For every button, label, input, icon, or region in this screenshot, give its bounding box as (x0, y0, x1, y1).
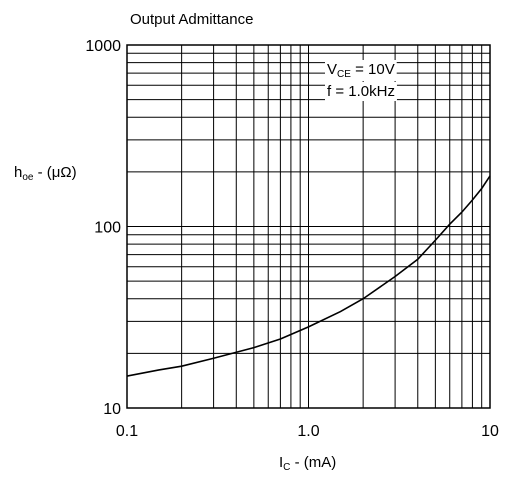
y-tick-label: 100 (94, 220, 121, 237)
y-tick-label: 10 (103, 401, 121, 418)
x-axis-label: IC - (mA) (279, 454, 336, 473)
annotation-vce-rest: = 10V (351, 61, 395, 78)
annotation-background (325, 82, 397, 101)
x-axis-label-main: I (279, 454, 283, 471)
x-tick-label: 0.1 (116, 423, 138, 440)
y-axis-label-sub: oe (22, 172, 34, 183)
y-axis-label-rest: - (μΩ) (33, 164, 76, 181)
y-tick-label: 1000 (85, 38, 121, 55)
x-tick-label: 1.0 (297, 423, 319, 440)
x-axis-label-rest: - (mA) (290, 454, 336, 471)
series-line-hoe (126, 175, 491, 377)
annotation-vce-main: V (327, 61, 337, 78)
x-tick-labels: 0.1 1.0 10 (116, 423, 499, 440)
annotation-vce-sub: CE (337, 69, 351, 80)
annotation-background (325, 60, 397, 81)
x-axis-label-sub: C (283, 462, 290, 473)
annotation-frequency: f = 1.0kHz (327, 83, 395, 100)
x-tick-label: 10 (481, 423, 499, 440)
chart-title: Output Admittance (130, 11, 253, 28)
grid-lines (127, 45, 490, 408)
y-axis-label: hoe - (μΩ) (14, 164, 77, 183)
annotation-vce: VCE = 10V (327, 61, 395, 80)
y-tick-labels: 10 100 1000 (85, 38, 121, 418)
y-axis-label-main: h (14, 164, 22, 181)
plot-frame (126, 44, 491, 409)
